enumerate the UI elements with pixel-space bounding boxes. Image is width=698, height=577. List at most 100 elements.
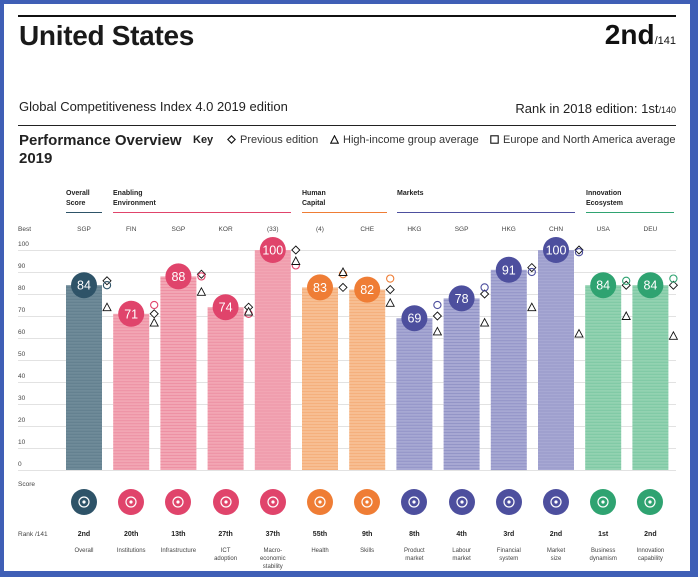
pillar-name: Institutions [105,547,157,555]
pillar-rank: 2nd [549,531,563,538]
previous-edition-marker [432,311,443,321]
europe-na-average-marker [480,283,489,292]
score-value-label: 100 [546,244,567,258]
pillar-bar [160,276,197,470]
gridline [18,382,676,383]
category-markets-underline [397,212,575,213]
bar-fill [207,307,244,470]
y-tick-label: 50 [18,351,26,358]
category-overall-line1: Overall [66,190,90,197]
category-human-line2: Capital [302,200,326,207]
y-tick-label: 100 [18,241,29,248]
pillar-name-line: Labour [452,548,471,554]
best-economy-label: SGP [77,226,91,233]
europe-na-average-marker [197,272,206,281]
pillar-name-line: Product [404,548,425,554]
pillar-bar [349,289,386,470]
score-circle [259,237,286,263]
score-circle [165,263,192,290]
pillar-rank: 2nd [77,531,91,538]
pillar-name: Market size [530,547,582,563]
pillar-name: Health [294,547,346,555]
chip-icon [212,489,239,515]
best-economy-label: SGP [454,226,469,233]
pillar-rank: 3rd [503,531,515,538]
score-label: Score [18,481,35,488]
y-tick-label: 40 [18,373,26,380]
previous-edition-marker [149,309,159,319]
pillar-bar [585,285,622,470]
pillar-name: Innovation capability [624,547,676,563]
pillar-name: ICT adoption [200,547,252,563]
previous-edition-marker [479,289,490,299]
europe-na-average-marker [102,281,112,290]
europe-na-average-marker [574,248,584,257]
gridline [18,448,676,449]
score-circle [543,237,569,263]
bar-fill [160,276,197,470]
pillar-rank: 27th [218,531,233,538]
europe-na-average-marker [433,300,442,310]
high-income-average-marker [102,302,112,312]
y-tick-label: 20 [18,417,26,424]
tag-icon [401,489,428,515]
pillar-bar [113,313,150,470]
score-value-label: 71 [124,307,138,321]
europe-na-average-marker [150,300,159,310]
best-economy-label: CHE [360,226,375,233]
previous-edition-marker [527,262,537,273]
triangle-icon [329,134,340,144]
best-economy-label: HKG [501,226,516,233]
best-economy-label: CHN [548,226,564,233]
category-overall: Overall Score [66,189,90,209]
bar-fill [113,313,150,470]
high-income-average-marker [338,267,348,276]
pillar-name-line: Infrastructure [160,548,197,554]
pillar-name-line: Market [546,548,566,554]
gridline [18,470,676,471]
y-tick-label: 90 [18,263,26,270]
pillar-bar [538,250,574,470]
high-income-average-marker [621,311,631,320]
y-tick-label: 30 [18,395,26,402]
score-circle [354,276,381,303]
key-previous-edition-label: Previous edition [240,134,319,146]
category-human: Human Capital [302,189,326,209]
pillar-name-line: economic [259,556,286,562]
pillar-rank: 55th [312,531,328,538]
high-income-average-marker [291,256,301,265]
best-economy-label: HKG [407,226,422,233]
key-high-income: High-income group average [329,134,479,146]
pillar-bar [490,269,527,471]
growth-arrow-icon [259,489,286,515]
high-income-average-marker [527,302,537,312]
pillar-name-line: Innovation [636,548,665,554]
pillar-bar [254,250,291,470]
category-human-line1: Human [302,190,326,197]
pillar-name-line: system [499,556,519,562]
score-circle [307,274,333,301]
key-europe-na-label: Europe and North America average [503,134,676,146]
high-income-average-marker [385,297,395,307]
section-title-line1: Performance Overview [19,132,182,149]
gridline [18,404,676,405]
pillar-name: Macro-economic stability [247,547,299,571]
key-previous-edition: Previous edition [227,134,318,146]
y-tick-label: 70 [18,307,26,314]
pillar-name: Financial system [483,547,535,563]
pillar-bar [66,285,102,470]
category-enabling-underline [113,212,291,213]
rank-label: Rank /141 [18,531,48,538]
previous-rank-total: /140 [658,105,676,115]
category-innovation-line1: Innovation [586,190,622,197]
institution-icon [118,489,145,515]
previous-edition-marker [385,284,395,295]
high-income-average-marker [479,317,490,327]
category-enabling: Enabling Environment [113,189,156,209]
score-value-label: 88 [171,270,185,284]
score-circle [118,300,145,327]
best-economy-label: (33) [267,226,279,233]
diamond-icon [227,135,236,144]
score-value-label: 91 [502,263,516,277]
gridline [18,250,676,251]
